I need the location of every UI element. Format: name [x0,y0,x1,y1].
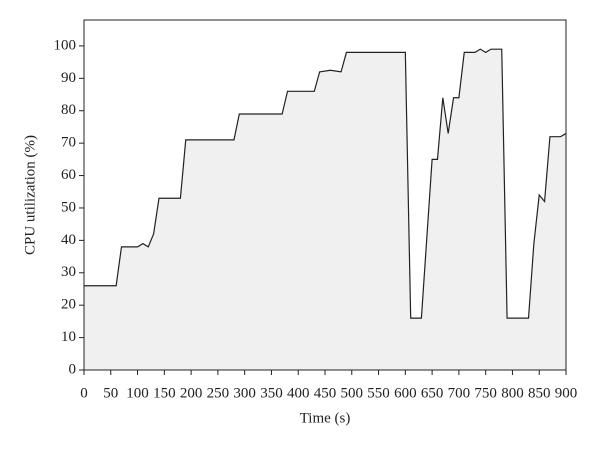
x-tick-label: 450 [314,385,337,401]
y-tick-label: 0 [69,361,77,377]
x-tick-label: 650 [421,385,444,401]
x-tick-label: 300 [233,385,256,401]
x-tick-label: 500 [341,385,364,401]
y-tick-label: 90 [61,70,76,86]
x-tick-label: 250 [207,385,230,401]
y-tick-label: 100 [54,37,77,53]
x-tick-label: 850 [528,385,551,401]
line [84,48,567,319]
y-tick-label: 50 [61,199,76,215]
y-tick-label: 70 [61,135,76,151]
x-axis-label: Time (s) [300,410,351,426]
x-tick-label: 150 [153,385,176,401]
x-tick-label: 50 [103,385,118,401]
x-tick-label: 400 [287,385,310,401]
x-tick-label: 700 [448,385,471,401]
x-tick-label: 800 [501,385,524,401]
y-tick-label: 20 [61,297,76,313]
x-tick-label: 750 [474,385,497,401]
x-tick-label: 100 [126,385,149,401]
x-tick-label: 550 [367,385,390,401]
x-tick-label: 350 [260,385,283,401]
x-tick-label: 0 [80,385,88,401]
x-tick-label: 900 [555,385,578,401]
y-tick-label: 80 [61,102,76,118]
y-tick-label: 30 [61,264,76,280]
y-axis-label: CPU utilization (%) [22,135,38,255]
x-tick-label: 600 [394,385,417,401]
y-tick-label: 40 [61,232,76,248]
x-tick-label: 200 [180,385,203,401]
area [84,49,566,371]
y-tick-label: 10 [61,329,76,345]
y-tick-label: 60 [61,167,76,183]
